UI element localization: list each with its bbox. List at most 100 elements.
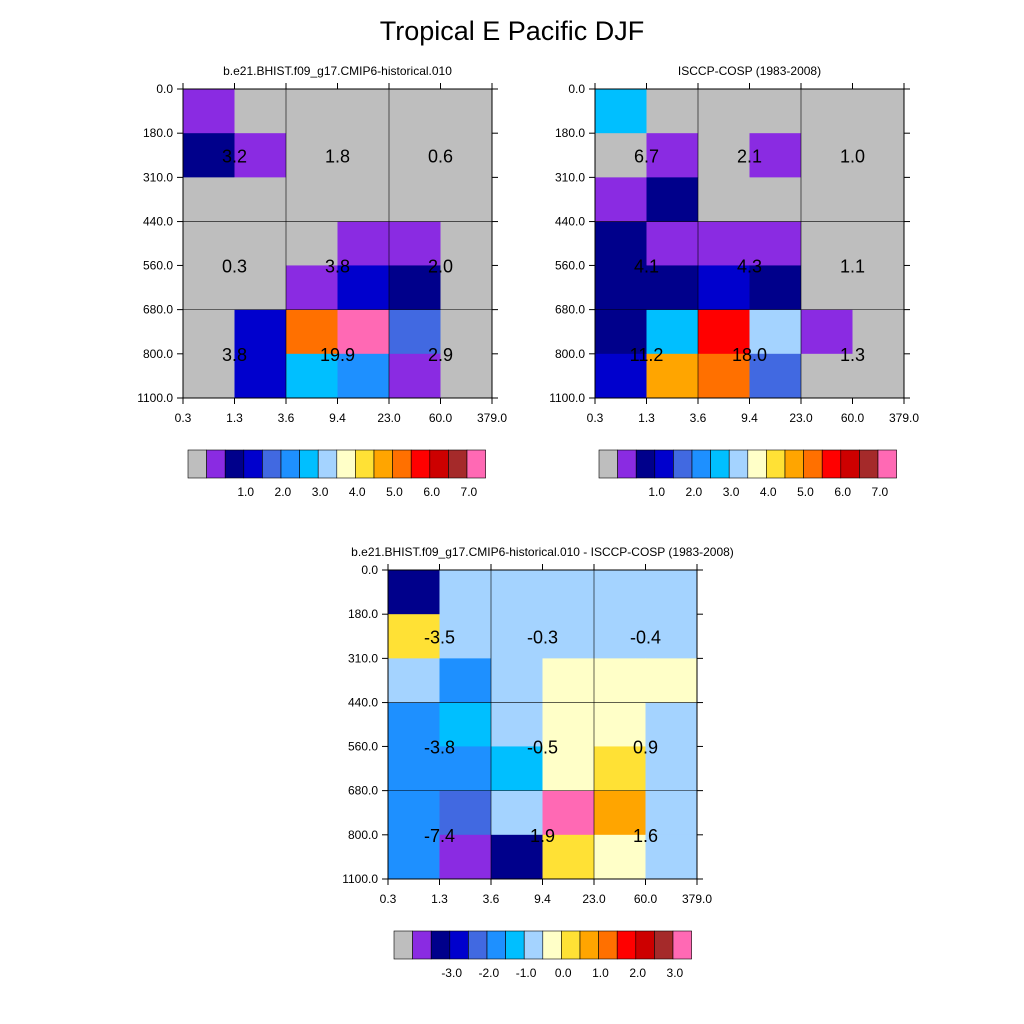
group-value-label: 0.6 [428,146,453,166]
heatmap-cell [698,353,750,399]
heatmap-cell [801,265,853,311]
heatmap-cell [389,89,441,134]
heatmap-cell [286,265,338,311]
colorbar-label: 4.0 [760,485,777,499]
y-tick-label: 440.0 [555,215,585,229]
colorbar-label: 3.0 [723,485,740,499]
heatmap-cell [852,133,905,178]
heatmap-cell [389,309,441,355]
x-tick-label: 3.6 [278,411,295,425]
x-tick-label: 60.0 [841,411,865,425]
heatmap-cell [439,614,492,659]
colorbar-swatch [617,449,637,479]
colorbar-swatch [616,930,637,960]
colorbar-label: -3.0 [441,966,462,980]
heatmap-cell [337,133,390,178]
colorbar-label: 5.0 [797,485,814,499]
group-value-label: 1.9 [530,826,555,846]
heatmap-cell [388,746,440,792]
heatmap-cell [801,353,853,399]
heatmap-cell [852,89,905,134]
colorbar-swatch [710,449,730,479]
group-value-label: -3.5 [424,627,455,647]
heatmap-cell [337,89,390,134]
colorbar-swatch [728,449,749,479]
heatmap-cell [183,353,235,399]
heatmap-cell [491,614,543,659]
y-tick-label: 1100.0 [137,391,173,405]
colorbar-swatch [561,930,581,960]
x-tick-label: 1.3 [226,411,243,425]
heatmap-cell [749,353,802,399]
heatmap-cell [234,309,287,355]
heatmap-cell [234,353,287,399]
colorbar-label: 7.0 [461,485,478,499]
heatmap-cell [749,133,802,178]
colorbar-label: 2.0 [629,966,646,980]
heatmap-cell [183,133,235,178]
heatmap-cell [645,658,698,704]
colorbar-label: 6.0 [423,485,440,499]
colorbar-label: 0.0 [555,966,572,980]
colorbar-swatch [766,449,786,479]
group-value-label: 11.2 [630,345,664,365]
heatmap-cell [337,309,390,355]
x-tick-label: 60.0 [429,411,453,425]
obs-panel: ISCCP-COSP (1983-2008) 6.7 2.1 1.0 4.1 4.3 1.1… [549,64,919,499]
heatmap-cell [749,177,802,223]
colorbar-swatch [410,449,431,479]
heatmap-cell [595,133,647,178]
heatmap-cell [439,570,492,615]
heatmap-cell [440,221,493,266]
heatmap-cell [542,658,595,704]
heatmap-cell [388,834,440,880]
heatmap-cell [645,702,698,747]
group-value-label: 3.8 [222,345,247,365]
heatmap-cell [594,746,646,792]
colorbar-swatch [635,449,656,479]
y-tick-label: 310.0 [143,170,173,184]
colorbar-swatch [449,930,469,960]
colorbar-swatch [355,449,375,479]
colorbar-label: 2.0 [275,485,292,499]
heatmap-cell [594,790,646,836]
heatmap-cell [388,790,440,836]
y-tick-label: 560.0 [348,739,378,753]
colorbar-swatch [466,449,486,479]
colorbar-swatch [747,449,767,479]
colorbar-swatch [877,449,897,479]
heatmap-cell [801,177,853,223]
heatmap-cell [337,177,390,223]
heatmap-cell [698,265,750,311]
colorbar-swatch [505,930,525,960]
panel-title: b.e21.BHIST.f09_g17.CMIP6-historical.010… [351,545,734,559]
heatmap-cell [234,221,287,266]
y-tick-label: 1100.0 [549,391,585,405]
colorbar-label: 1.0 [237,485,254,499]
group-value-label: 4.1 [634,256,659,276]
heatmap-cell [698,89,750,134]
heatmap-cell [388,614,440,659]
colorbar-swatch [803,449,823,479]
x-tick-label: 23.0 [789,411,813,425]
heatmap-cell [594,702,646,747]
group-value-label: 3.2 [222,146,247,166]
y-tick-label: 560.0 [143,258,173,272]
heatmap-cell [440,133,493,178]
x-tick-label: 0.3 [380,892,397,906]
heatmap-cell [698,221,750,266]
heatmap-cell [646,309,699,355]
heatmap-cell [594,570,646,615]
heatmap-cell [491,702,543,747]
heatmap-cell [542,746,595,792]
heatmap-cell [234,265,287,311]
colorbar-swatch [336,449,356,479]
heatmap-cell [234,177,287,223]
y-tick-label: 800.0 [348,828,378,842]
colorbar-swatch [429,449,449,479]
x-tick-label: 23.0 [377,411,401,425]
heatmap-cell [595,177,647,223]
colorbar-swatch [579,930,599,960]
group-value-label: 4.3 [737,256,762,276]
